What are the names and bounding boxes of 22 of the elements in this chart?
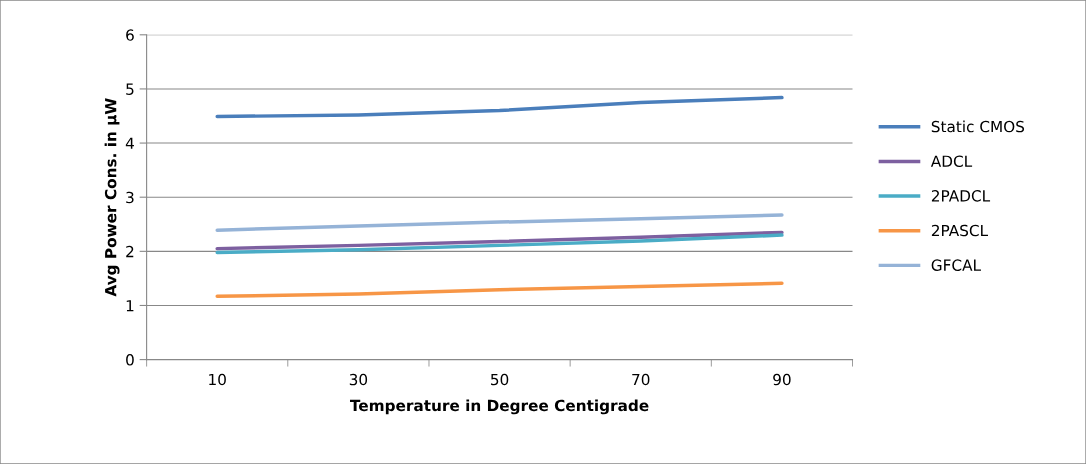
legend-label: Static CMOS <box>931 120 1025 133</box>
x-axis-title: Temperature in Degree Centigrade <box>350 399 649 415</box>
y-tick-label: 5 <box>126 83 134 95</box>
line-series <box>215 95 784 119</box>
y-tick-label: 3 <box>126 191 134 204</box>
legend-label: 2PADCL <box>931 190 991 202</box>
y-tick-label: 6 <box>126 29 134 41</box>
x-tick-label: 50 <box>491 373 509 386</box>
y-tick-label: 2 <box>126 245 134 258</box>
x-tick-label: 90 <box>773 373 791 386</box>
legend-label: GFCAL <box>931 259 981 271</box>
x-tick-label: 70 <box>632 373 650 386</box>
x-tick-label: 10 <box>209 373 226 386</box>
y-tick-label: 4 <box>125 137 134 149</box>
line-series <box>215 281 784 298</box>
line-series <box>215 213 784 232</box>
legend-label: ADCL <box>930 155 973 167</box>
x-tick-label: 30 <box>349 373 368 386</box>
y-tick-label: 1 <box>126 300 134 312</box>
y-tick-label: 0 <box>126 354 134 366</box>
legend-label: 2PASCL <box>931 224 988 237</box>
y-axis-title: Avg Power Cons. in µW <box>104 98 120 297</box>
